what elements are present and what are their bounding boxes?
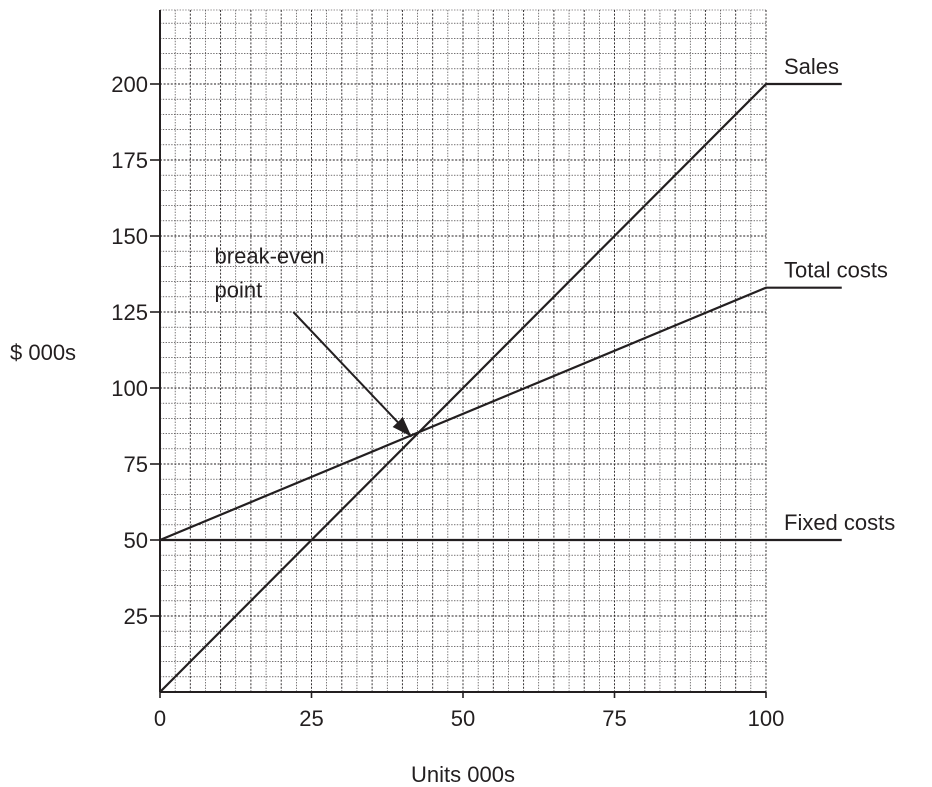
y-tick-label: 25 [124,604,148,629]
series-line-sales [159,82,842,693]
chart-grid [160,9,767,692]
y-tick-label: 50 [124,528,148,553]
axis-ticks: 0 25 50 75 100 25 50 75 100 125 150 175 200 [111,72,784,731]
x-tick-label: 50 [451,706,475,731]
annotation-text-line: point [215,277,263,302]
x-tick-label: 100 [748,706,785,731]
series-label-total-costs: Total costs [784,258,888,283]
y-tick-label: 200 [111,72,148,97]
x-tick-label: 25 [299,706,323,731]
x-tick-label: 0 [154,706,166,731]
chart-annotations: break-even point [215,243,413,438]
annotation-arrow-line [292,311,413,438]
chart-series: Sales Total costs Fixed costs [159,54,895,693]
y-tick-label: 125 [111,300,148,325]
y-tick-label: 100 [111,376,148,401]
y-axis-title: $ 000s [10,340,76,365]
x-axis-title: Units 000s [411,762,515,787]
y-tick-label: 150 [111,224,148,249]
series-line-total-costs [159,286,842,542]
series-label-fixed-costs: Fixed costs [784,510,895,535]
annotation-arrowhead [392,417,412,437]
series-label-sales: Sales [784,54,839,79]
y-tick-label: 75 [124,452,148,477]
y-tick-label: 175 [111,148,148,173]
annotation-text-line: break-even [215,243,325,268]
x-tick-label: 75 [602,706,626,731]
